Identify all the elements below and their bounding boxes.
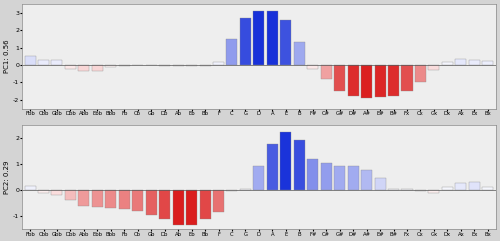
Bar (415, 65, 426, 82)
Bar (320, 162, 332, 190)
Bar (294, 42, 305, 65)
Bar (78, 190, 90, 206)
Bar (294, 140, 305, 190)
Bar (348, 65, 358, 96)
Bar (186, 65, 197, 66)
Bar (119, 65, 130, 66)
Bar (388, 189, 399, 190)
Bar (240, 18, 251, 65)
Bar (213, 190, 224, 212)
Bar (482, 61, 494, 65)
Bar (469, 60, 480, 65)
Bar (320, 65, 332, 79)
Bar (172, 190, 184, 225)
Bar (361, 170, 372, 190)
Bar (334, 65, 345, 91)
Bar (52, 60, 62, 65)
Bar (456, 59, 466, 65)
Bar (402, 189, 412, 190)
Bar (38, 60, 49, 65)
Bar (240, 189, 251, 190)
Bar (388, 65, 399, 96)
Bar (92, 65, 103, 71)
Bar (280, 20, 291, 65)
Bar (456, 183, 466, 190)
Bar (361, 65, 372, 98)
Bar (38, 190, 49, 193)
Bar (280, 133, 291, 190)
Bar (146, 190, 156, 215)
Bar (334, 167, 345, 190)
Y-axis label: PC2: 0.29: PC2: 0.29 (4, 160, 10, 194)
Bar (428, 190, 440, 193)
Bar (132, 190, 143, 211)
Bar (159, 190, 170, 219)
Bar (24, 56, 36, 65)
Y-axis label: PC1: 0.56: PC1: 0.56 (4, 40, 10, 73)
Bar (442, 62, 453, 65)
Bar (226, 39, 237, 65)
Bar (267, 144, 278, 190)
Bar (469, 182, 480, 190)
Bar (65, 65, 76, 68)
Bar (24, 186, 36, 190)
Bar (78, 65, 90, 71)
Bar (374, 65, 386, 97)
Bar (213, 62, 224, 65)
Bar (482, 187, 494, 190)
Bar (428, 65, 440, 70)
Bar (92, 190, 103, 207)
Bar (65, 190, 76, 200)
Bar (200, 65, 210, 66)
Bar (172, 65, 184, 66)
Bar (307, 65, 318, 68)
Bar (119, 190, 130, 209)
Bar (415, 190, 426, 191)
Bar (307, 159, 318, 190)
Bar (186, 190, 197, 225)
Bar (106, 190, 117, 208)
Bar (442, 187, 453, 190)
Bar (348, 167, 358, 190)
Bar (159, 65, 170, 66)
Bar (52, 190, 62, 195)
Bar (254, 167, 264, 190)
Bar (226, 190, 237, 191)
Bar (267, 11, 278, 65)
Bar (374, 178, 386, 190)
Bar (254, 11, 264, 65)
Bar (402, 65, 412, 91)
Bar (106, 65, 117, 67)
Bar (200, 190, 210, 219)
